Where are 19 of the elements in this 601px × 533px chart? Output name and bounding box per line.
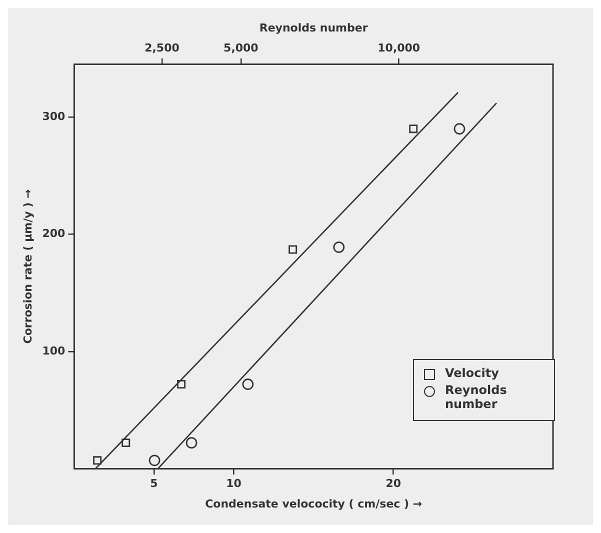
y-tick-label: 100 — [42, 344, 66, 358]
y-axis-title: Corrosion rate ( μm/y ) → — [21, 189, 34, 344]
point — [288, 245, 298, 254]
x-axis-title: Condensate velococity ( cm/sec ) → — [205, 497, 422, 510]
point — [122, 438, 130, 448]
x-tick-label: 10 — [226, 477, 242, 490]
x2-tick-label: 2,500 — [144, 42, 180, 55]
point — [177, 380, 186, 388]
x2-tick-label: 10,000 — [378, 42, 420, 55]
x-tick-label: 20 — [386, 477, 402, 490]
y-tick-label: 300 — [42, 110, 66, 123]
x2-tick-label: 5,000 — [224, 42, 259, 55]
x-tick-label: 5 — [150, 477, 158, 490]
legend-label: Velocity — [445, 366, 499, 380]
legend-label: Reynolds number — [445, 382, 508, 411]
x2-axis-title: Reynolds number — [259, 21, 368, 34]
point — [93, 456, 102, 465]
y-tick-label: 200 — [42, 227, 66, 240]
point — [409, 124, 418, 134]
